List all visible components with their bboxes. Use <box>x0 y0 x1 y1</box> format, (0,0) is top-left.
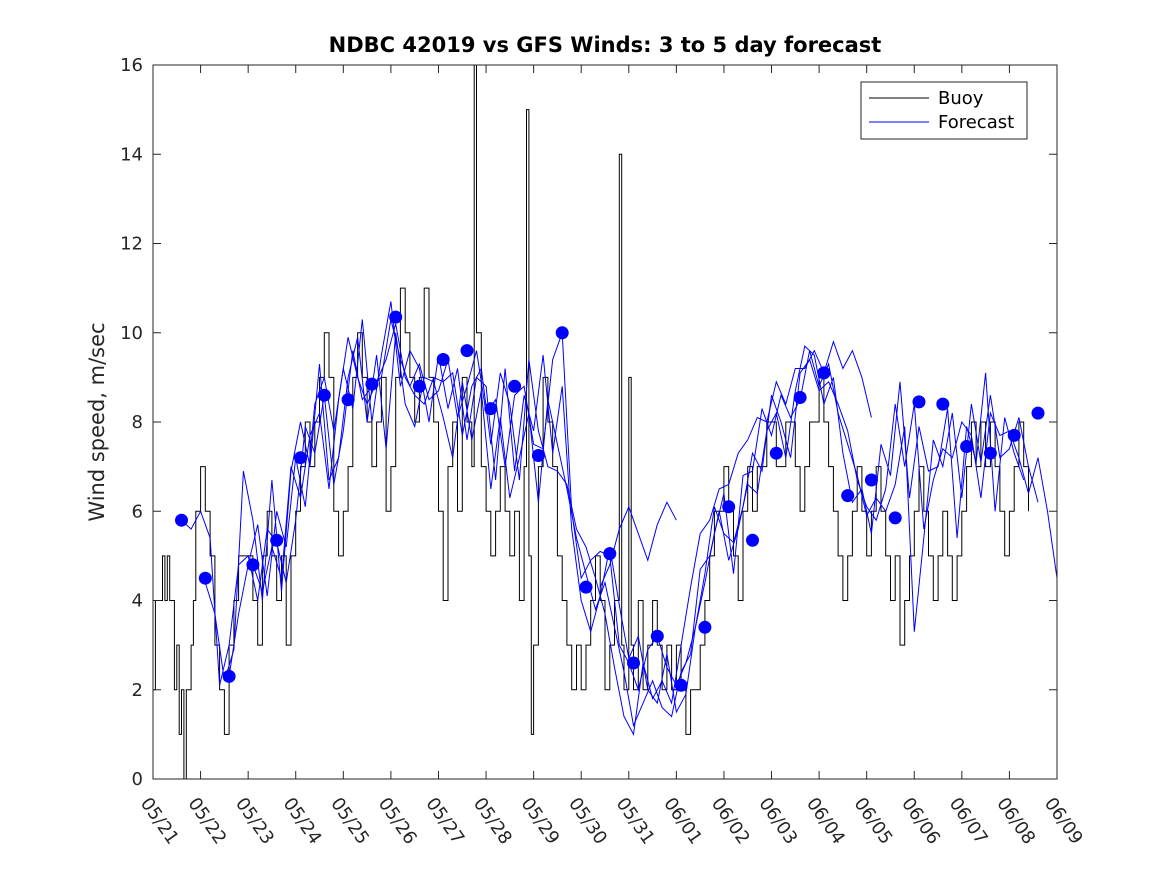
forecast-marker <box>1031 406 1045 420</box>
y-tick-label: 16 <box>120 55 143 76</box>
forecast-marker <box>793 391 807 404</box>
forecast-marker <box>888 511 902 525</box>
forecast-marker <box>1007 428 1021 442</box>
forecast-marker <box>555 326 569 340</box>
forecast-marker <box>650 629 664 643</box>
legend: Buoy Forecast <box>860 81 1028 140</box>
forecast-line-1 <box>181 319 1058 692</box>
forecast-marker <box>294 451 307 465</box>
forecast-marker <box>341 393 355 407</box>
y-axis-label: Wind speed, m/sec <box>85 322 109 521</box>
forecast-marker <box>365 377 379 391</box>
forecast-marker <box>698 620 712 634</box>
forecast-marker <box>722 500 736 514</box>
y-tick-label: 12 <box>120 234 143 255</box>
forecast-marker <box>960 440 974 453</box>
y-tick-label: 0 <box>132 769 143 790</box>
forecast-marker <box>412 379 426 393</box>
forecast-marker <box>769 446 783 460</box>
forecast-marker <box>484 402 498 416</box>
forecast-marker <box>864 473 878 487</box>
legend-box <box>860 81 1028 140</box>
forecast-marker <box>508 379 522 393</box>
forecast-line-2 <box>204 332 1025 728</box>
forecast-marker <box>579 580 593 594</box>
forecast-marker <box>436 353 450 366</box>
forecast-marker <box>603 547 617 561</box>
forecast-marker <box>531 449 545 462</box>
forecast-line-3 <box>228 301 1039 714</box>
forecast-marker <box>983 446 997 460</box>
forecast-marker <box>317 388 331 402</box>
forecast-marker <box>389 310 403 324</box>
forecast-marker <box>674 678 688 692</box>
forecast-marker <box>746 533 759 547</box>
forecast-marker <box>817 366 831 380</box>
y-tick-label: 6 <box>132 501 143 522</box>
forecast-marker <box>175 513 188 527</box>
forecast-marker <box>222 669 236 683</box>
y-tick-label: 10 <box>120 323 143 344</box>
forecast-marker <box>246 558 260 572</box>
forecast-marker <box>270 533 284 547</box>
forecast-marker <box>936 397 950 411</box>
y-tick-label: 14 <box>120 144 143 165</box>
y-tick-label: 8 <box>132 412 143 433</box>
y-tick-label: 2 <box>132 680 143 701</box>
forecast-marker <box>627 656 640 670</box>
forecast-marker <box>912 395 926 409</box>
forecast-marker <box>841 489 855 503</box>
y-axis: 0 2 4 6 8 10 12 14 16 <box>120 55 1057 790</box>
forecast-marker-layer <box>175 310 1045 692</box>
legend-buoy-label: Buoy <box>938 88 984 109</box>
forecast-marker <box>460 344 474 358</box>
forecast-line-4 <box>252 323 872 737</box>
legend-forecast-label: Forecast <box>938 112 1014 133</box>
y-tick-label: 4 <box>132 591 143 612</box>
chart-title: NDBC 42019 vs GFS Winds: 3 to 5 day fore… <box>329 33 882 57</box>
forecast-marker <box>198 571 212 585</box>
